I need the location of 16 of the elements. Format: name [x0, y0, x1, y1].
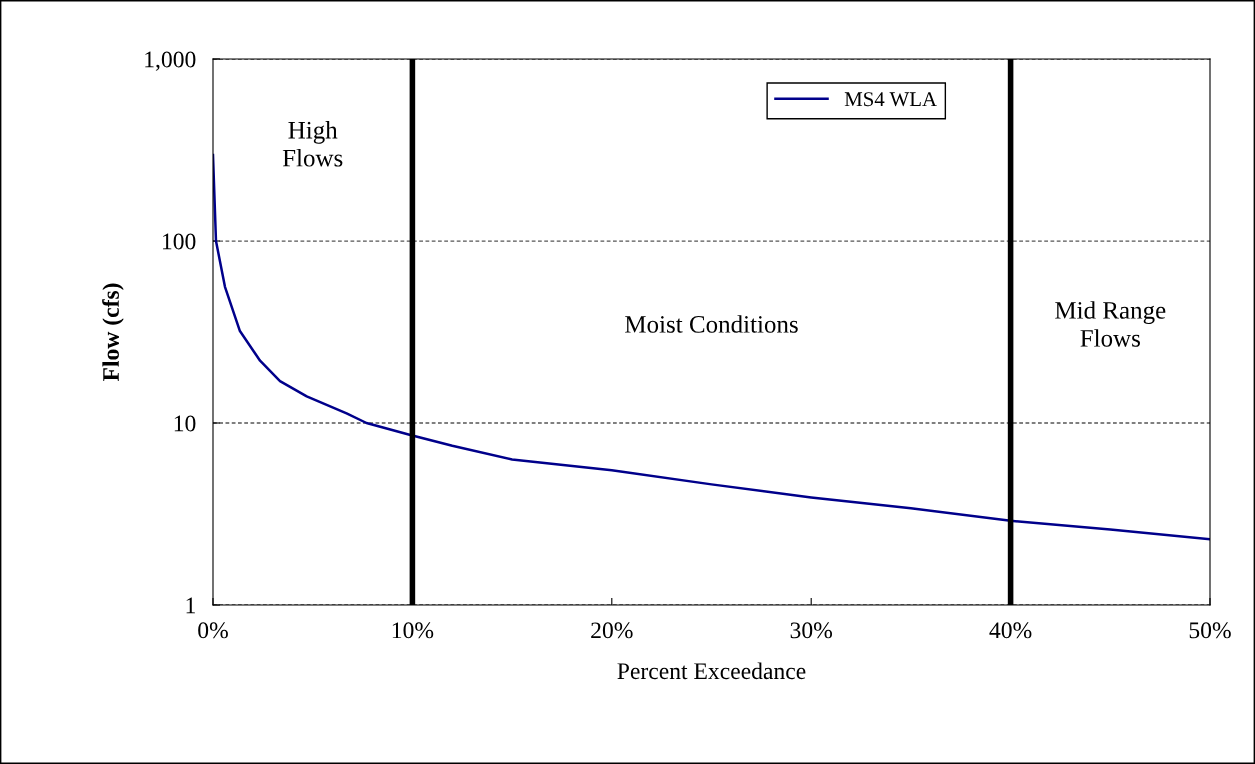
x-tick-label: 20% — [591, 622, 633, 639]
annotation: Moist Conditions — [625, 315, 798, 333]
y-axis-title: Flow (cfs) — [102, 283, 124, 382]
y-tick-label: 10 — [174, 415, 196, 432]
annotation: Mid Range Flows — [1055, 301, 1166, 347]
annotation: High Flows — [282, 121, 343, 167]
x-tick-label: 0% — [198, 622, 228, 639]
legend-label: MS4 WLA — [844, 92, 937, 107]
x-tick-label: 50% — [1189, 622, 1231, 639]
x-tick-label: 40% — [989, 622, 1032, 639]
x-axis-title: Percent Exceedance — [617, 662, 806, 680]
x-tick-label: 10% — [392, 622, 434, 639]
y-tick-label: 1 — [186, 597, 195, 614]
y-tick-label: 100 — [162, 233, 196, 250]
y-tick-label: 1,000 — [145, 51, 196, 71]
x-tick-label: 30% — [790, 622, 833, 639]
